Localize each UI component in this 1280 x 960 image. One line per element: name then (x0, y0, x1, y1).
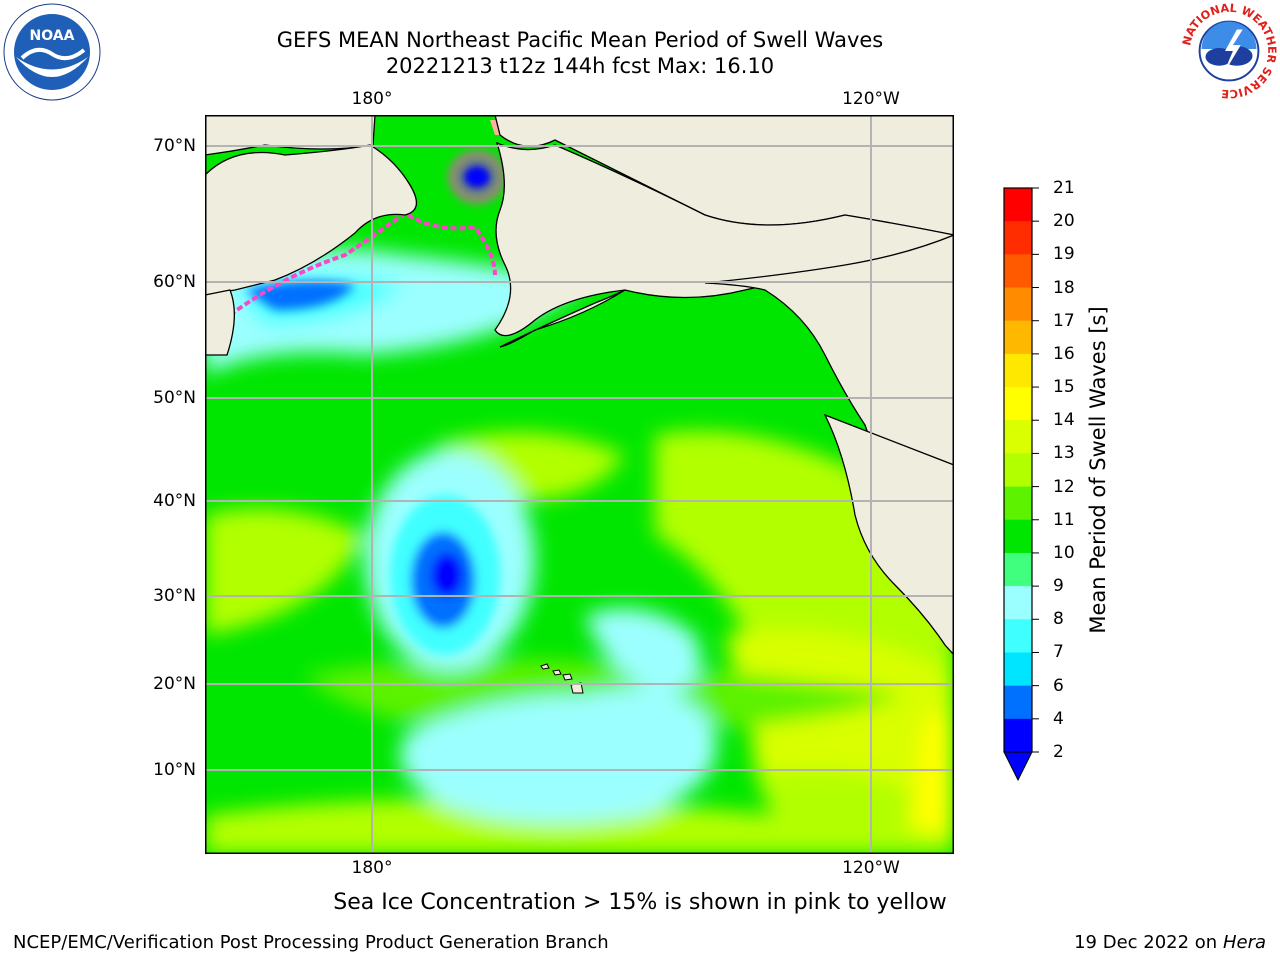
colorbar-cell (1004, 188, 1032, 222)
colorbar-tick-label: 7 (1053, 642, 1064, 663)
lon-label-120w-bottom: 120°W (842, 858, 900, 878)
hawaiian-islands (540, 663, 584, 694)
footer-machine: Hera (1222, 932, 1266, 953)
colorbar-tick-label: 20 (1053, 211, 1075, 232)
colorbar-extend-arrow (1003, 751, 1033, 782)
noaa-logo: NOAA (3, 3, 101, 101)
field-12s-south (205, 799, 954, 854)
colorbar-tick-label: 13 (1053, 443, 1075, 464)
land-chukotka (205, 144, 417, 296)
colorbar-tick-label: 18 (1053, 277, 1075, 298)
colorbar-title: Mean Period of Swell Waves [s] (1086, 306, 1110, 634)
lat-label-20n: 20°N (153, 674, 196, 694)
colorbar-cell (1004, 486, 1032, 521)
colorbar-cell (1004, 287, 1032, 322)
colorbar-tick-label: 6 (1053, 675, 1064, 696)
colorbar (1003, 187, 1039, 782)
colorbar-tick-label: 12 (1053, 476, 1075, 497)
noaa-logo-text: NOAA (30, 28, 75, 44)
field-8s-south (400, 688, 717, 823)
colorbar-cell (1004, 552, 1032, 587)
colorbar-cell (1004, 320, 1032, 355)
map-title: GEFS MEAN Northeast Pacific Mean Period … (276, 28, 884, 52)
colorbar-tick-label: 11 (1053, 509, 1075, 530)
colorbar-tick-label: 4 (1053, 708, 1064, 729)
colorbar-cell (1004, 221, 1032, 255)
lon-label-180-top: 180° (351, 89, 393, 109)
colorbar-tick-label: 17 (1053, 310, 1075, 331)
field-13s-east (725, 630, 954, 815)
colorbar-cell (1004, 718, 1032, 753)
lat-label-60n: 60°N (153, 272, 196, 292)
colorbar-tick-label: 21 (1053, 178, 1075, 198)
lat-label-70n: 70°N (153, 136, 196, 156)
colorbar-tick-label: 2 (1053, 742, 1064, 762)
colorbar-cell (1004, 619, 1032, 653)
sea-ice-chukchi (450, 152, 504, 202)
footer-organization: NCEP/EMC/Verification Post Processing Pr… (13, 932, 609, 953)
colorbar-cell (1004, 652, 1032, 687)
colorbar-cell (1004, 353, 1032, 388)
colorbar-tick-label: 16 (1053, 343, 1075, 364)
colorbar-tick-label: 10 (1053, 542, 1075, 563)
land-kamchatka (205, 289, 235, 356)
lon-label-180-bottom: 180° (351, 858, 393, 878)
colorbar-cell (1004, 685, 1032, 720)
map-subtitle: 20221213 t12z 144h fcst Max: 16.10 (385, 54, 775, 78)
field-8s-southeast (585, 608, 701, 695)
colorbar-tick-label: 19 (1053, 244, 1075, 265)
colorbar-tick-label: 14 (1053, 410, 1075, 431)
sea-ice-note: Sea Ice Concentration > 15% is shown in … (333, 890, 947, 915)
lon-label-120w-top: 120°W (842, 89, 900, 109)
colorbar-frame (1003, 187, 1033, 753)
colorbar-cell (1004, 586, 1032, 620)
colorbar-tick-label: 9 (1053, 576, 1064, 597)
map-frame (205, 115, 954, 854)
colorbar-cell (1004, 254, 1032, 289)
colorbar-cell (1004, 420, 1032, 454)
lat-label-30n: 30°N (153, 586, 196, 606)
footer-date: 19 Dec 2022 on Hera (1074, 932, 1266, 953)
footer-date-text: 19 Dec 2022 on (1074, 932, 1218, 953)
colorbar-tick-label: 8 (1053, 609, 1064, 630)
colorbar-tick-label: 15 (1053, 377, 1075, 398)
land-alaska-main (494, 141, 954, 337)
field-12s-west (205, 508, 365, 635)
lat-label-50n: 50°N (153, 388, 196, 408)
sea-ice-edge (228, 210, 497, 317)
lat-label-10n: 10°N (153, 760, 196, 780)
swell-period-map (205, 115, 954, 854)
land-alaska-peninsula (499, 289, 626, 348)
nws-logo: NATIONAL WEATHER SERVICE (1180, 2, 1278, 100)
field-14s-east (905, 715, 954, 854)
colorbar-cell (1004, 519, 1032, 554)
field-2s-chukchi (461, 163, 493, 191)
field-2s-central (431, 553, 463, 597)
lat-label-40n: 40°N (153, 491, 196, 511)
colorbar-cell (1004, 387, 1032, 421)
colorbar-cell (1004, 453, 1032, 488)
